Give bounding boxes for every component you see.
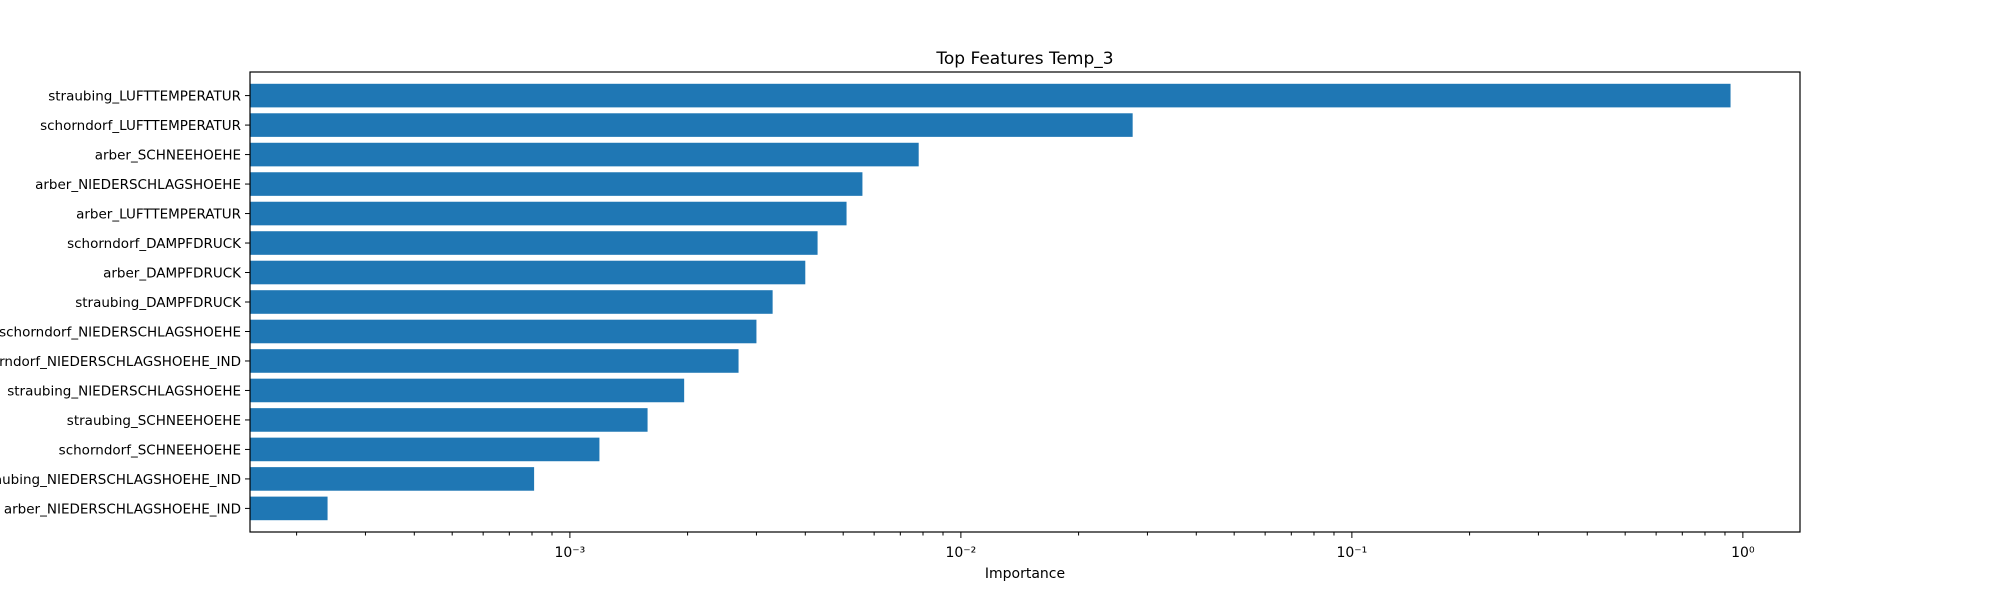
y-tick-label: arber_NIEDERSCHLAGSHOEHE xyxy=(35,177,241,193)
x-axis-ticks: 10⁻³ 10⁻² 10⁻¹ 10⁰ xyxy=(296,532,1755,561)
bars-group xyxy=(250,83,1731,521)
bar xyxy=(250,260,806,285)
chart-title: Top Features Temp_3 xyxy=(935,49,1113,69)
y-tick-label: straubing_LUFTTEMPERATUR xyxy=(48,89,241,105)
y-tick-label: schorndorf_NIEDERSCHLAGSHOEHE_IND xyxy=(0,354,241,370)
bar xyxy=(250,378,685,403)
y-axis-ticks: straubing_LUFTTEMPERATUR schorndorf_LUFTT… xyxy=(0,89,250,517)
bar xyxy=(250,290,773,314)
bar xyxy=(250,408,648,432)
bar xyxy=(250,201,847,226)
bar xyxy=(250,319,757,344)
plot-frame xyxy=(249,71,1801,533)
bar xyxy=(250,467,535,491)
y-tick-label: arber_NIEDERSCHLAGSHOEHE_IND xyxy=(4,501,241,517)
y-tick-label: schorndorf_NIEDERSCHLAGSHOEHE xyxy=(0,324,241,340)
bar xyxy=(250,231,818,255)
y-tick-label: straubing_SCHNEEHOEHE xyxy=(67,413,241,429)
bar xyxy=(250,172,863,196)
bar xyxy=(250,113,1133,137)
bar xyxy=(250,142,919,167)
y-tick-label: schorndorf_SCHNEEHOEHE xyxy=(59,442,241,458)
y-tick-label: arber_LUFTTEMPERATUR xyxy=(76,207,241,223)
bar xyxy=(250,437,600,462)
y-tick-label: straubing_DAMPFDRUCK xyxy=(75,295,242,311)
x-tick-label: 10⁰ xyxy=(1731,545,1755,561)
y-tick-label: arber_SCHNEEHOEHE xyxy=(95,148,241,164)
x-tick-label: 10⁻² xyxy=(945,545,976,561)
y-tick-label: straubing_NIEDERSCHLAGSHOEHE xyxy=(7,383,241,399)
bar xyxy=(250,349,739,373)
x-tick-label: 10⁻³ xyxy=(554,545,585,561)
bar xyxy=(250,496,328,521)
x-axis-label: Importance xyxy=(985,566,1065,582)
y-tick-label: schorndorf_DAMPFDRUCK xyxy=(67,236,242,252)
x-tick-label: 10⁻¹ xyxy=(1336,545,1367,561)
y-tick-label: arber_DAMPFDRUCK xyxy=(103,266,242,282)
y-tick-label: schorndorf_LUFTTEMPERATUR xyxy=(40,118,241,134)
bar xyxy=(250,83,1731,108)
y-tick-label: straubing_NIEDERSCHLAGSHOEHE_IND xyxy=(0,472,241,488)
